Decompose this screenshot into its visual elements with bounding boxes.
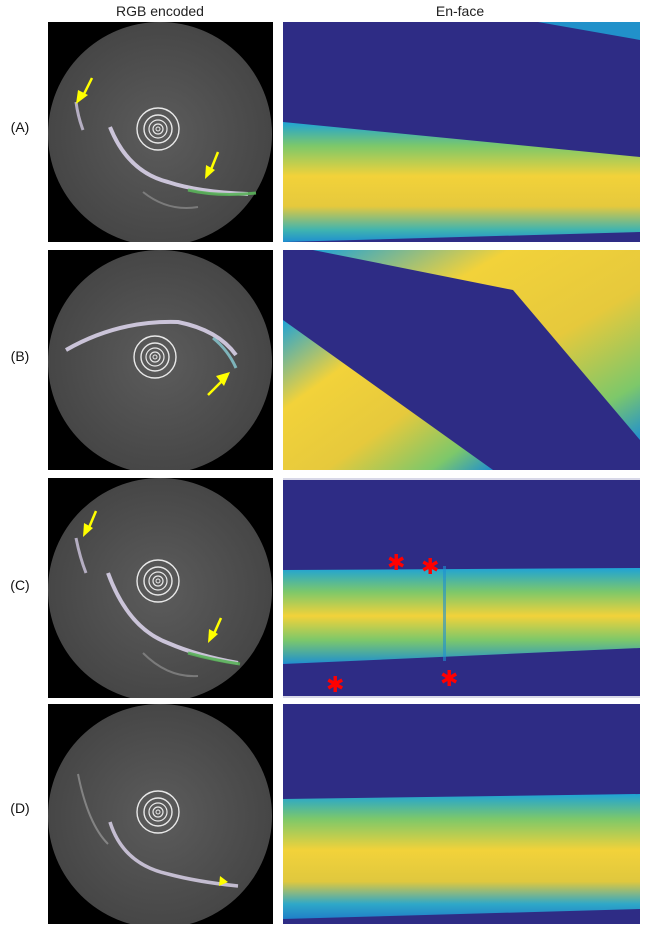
catheter-rings [133, 335, 177, 379]
catheter-rings [136, 559, 180, 603]
yellow-arrow-icon [205, 151, 220, 179]
oct-field-disk [48, 704, 272, 924]
row-label-d: (D) [10, 800, 30, 816]
tissue-band [283, 122, 640, 242]
red-asterisk-icon: ✱ [387, 551, 405, 576]
en-face-image-c: ✱ ✱ ✱ ✱ [283, 478, 640, 698]
oct-field-disk [48, 22, 272, 242]
row-label-b: (B) [10, 348, 30, 364]
tissue-band-lower [283, 320, 493, 470]
row-label-c: (C) [10, 577, 30, 593]
en-face-image-b [283, 250, 640, 470]
en-face-image-d [283, 704, 640, 924]
tissue-band-upper [313, 250, 640, 440]
column-title-en-face: En-face [435, 3, 485, 19]
column-title-rgb-encoded: RGB encoded [116, 3, 204, 19]
en-face-image-a [283, 22, 640, 242]
yellow-arrow-icon [76, 77, 94, 104]
rgb-oct-image-b [48, 250, 273, 470]
yellow-arrowhead-icon [219, 876, 228, 886]
rgb-oct-image-c [48, 478, 273, 698]
red-asterisk-icon: ✱ [440, 667, 458, 692]
tissue-band [283, 794, 640, 919]
oct-field-disk [48, 478, 272, 698]
yellow-arrow-icon [208, 617, 223, 643]
red-asterisk-icon: ✱ [326, 673, 344, 698]
vessel-wall-signal [108, 126, 249, 196]
tissue-band [283, 568, 640, 664]
row-label-a: (A) [10, 119, 30, 135]
oct-field-disk [48, 250, 272, 470]
rgb-oct-image-d [48, 704, 273, 924]
rgb-oct-image-a [48, 22, 273, 242]
vessel-wall-signal [108, 821, 239, 888]
catheter-rings [136, 107, 180, 151]
red-asterisk-icon: ✱ [421, 555, 439, 580]
catheter-rings [136, 790, 180, 834]
yellow-arrow-icon [83, 510, 98, 537]
vessel-wall-signal [65, 319, 238, 357]
yellow-arrow-icon [207, 372, 230, 396]
